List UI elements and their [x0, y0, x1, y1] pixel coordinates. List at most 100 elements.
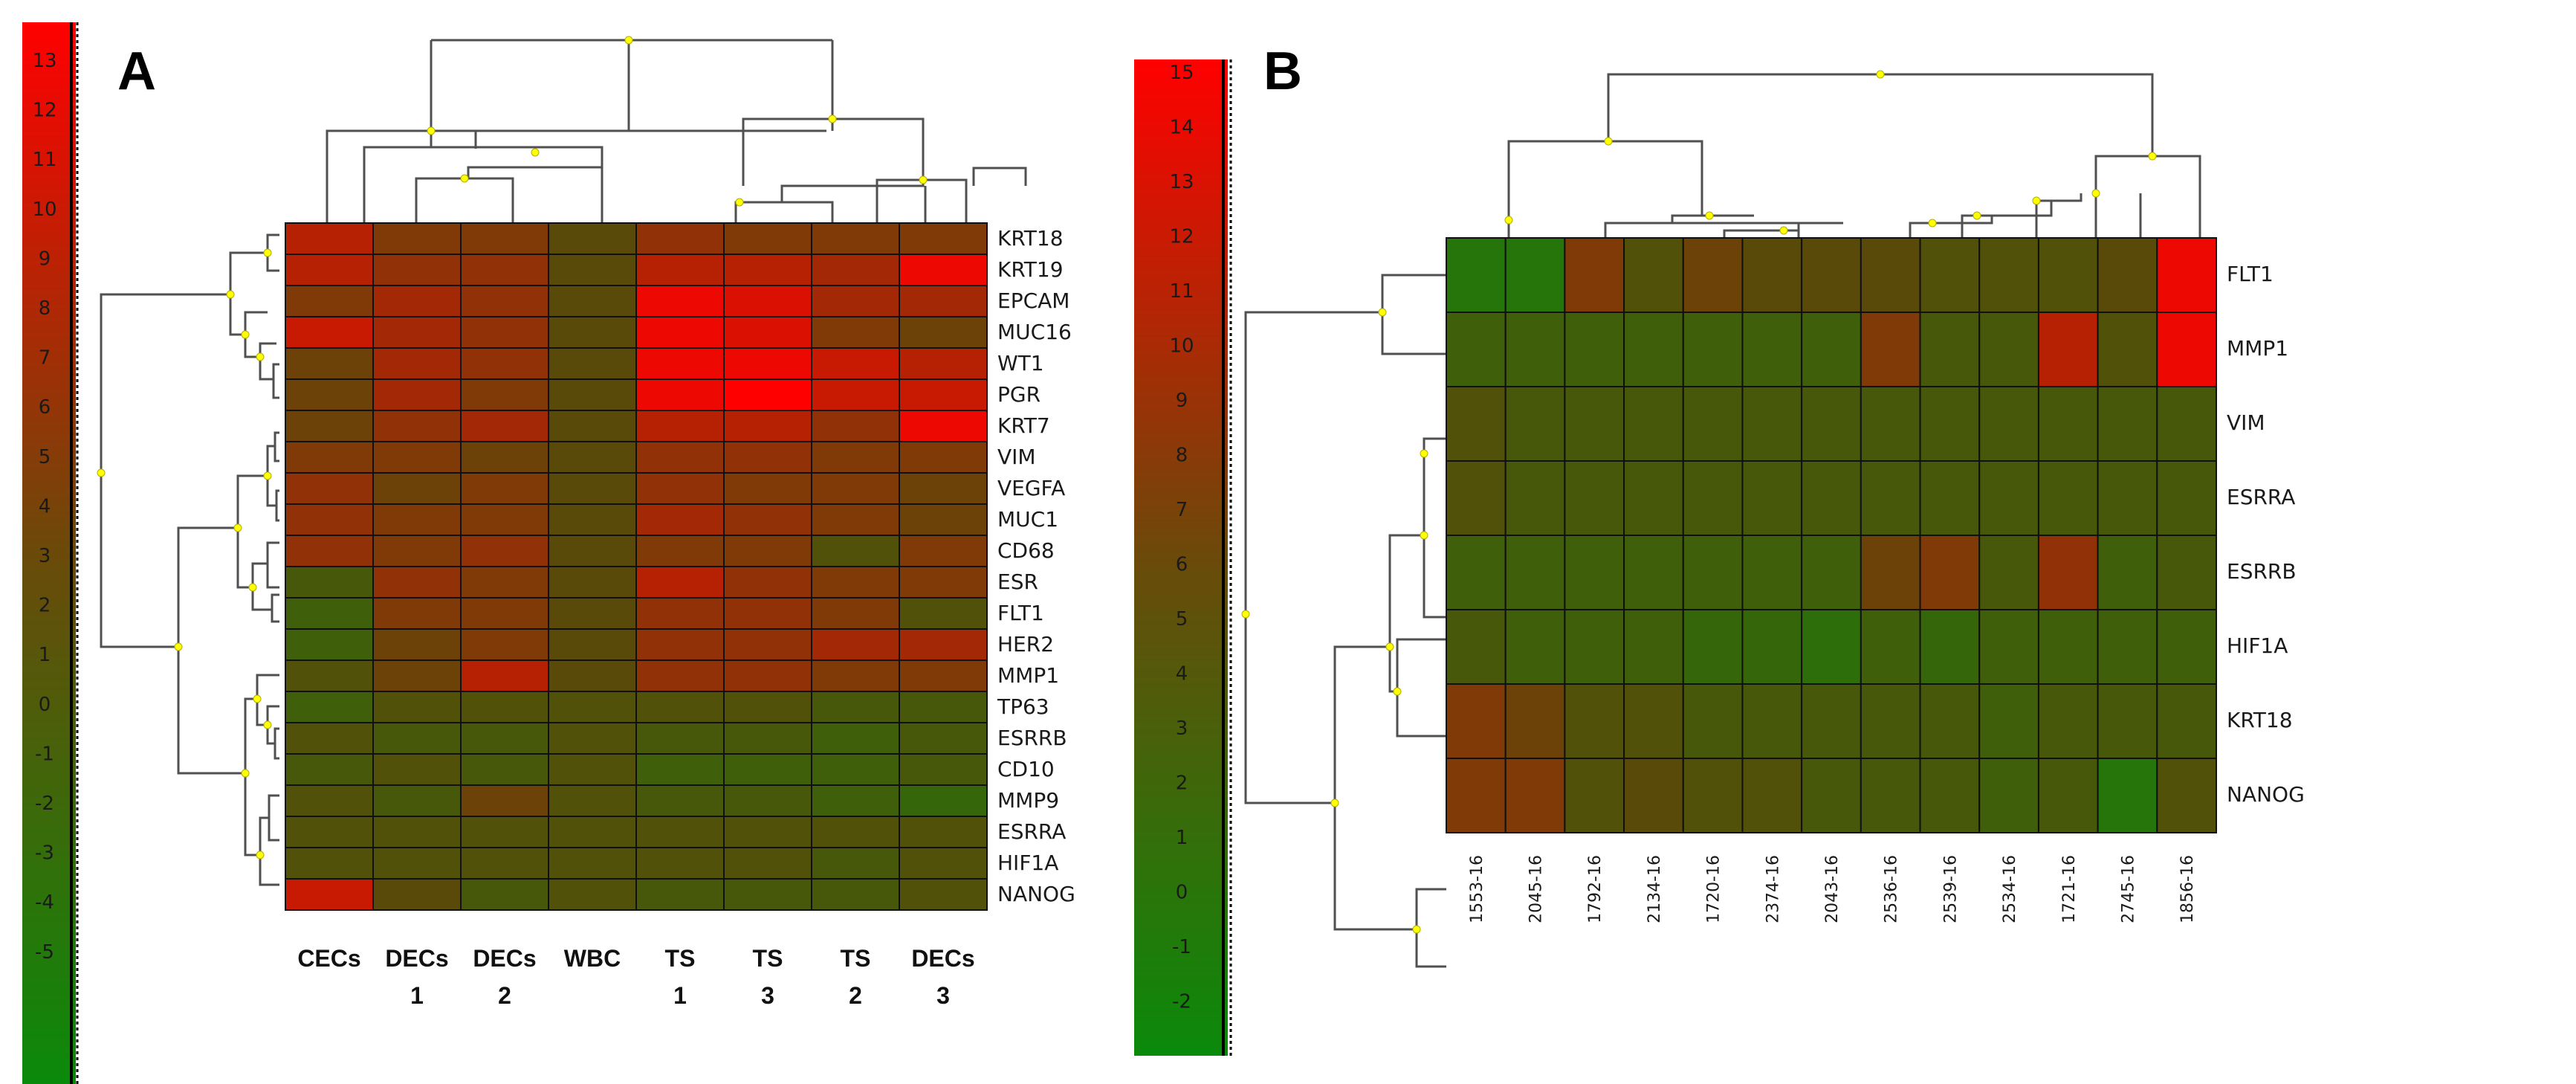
heatmap-cell-a	[899, 784, 988, 817]
heatmap-cell-b	[2156, 237, 2217, 313]
heatmap-cell-a	[723, 441, 812, 474]
heatmap-cell-a	[548, 628, 637, 661]
heatmap-cell-b	[1682, 758, 1744, 833]
scale-tick-b: 0	[1176, 882, 1188, 904]
column-labels-b: 1553-16 2045-16 1792-16 2134-16 1720-16 2374-…	[1468, 855, 2197, 923]
heatmap-cell-b	[1978, 535, 2039, 610]
heatmap-cell-a	[723, 285, 812, 317]
heatmap-cell-b	[2156, 535, 2217, 610]
heatmap-cell-a	[811, 566, 900, 599]
heatmap-cell-b	[1564, 758, 1625, 833]
heatmap-cell-b	[2037, 460, 2099, 536]
row-label-a: FLT1	[997, 601, 1044, 625]
heatmap-cell-a	[372, 535, 462, 567]
heatmap-cell-a	[548, 285, 637, 317]
scale-tick-b: 12	[1169, 226, 1194, 248]
panel-label-a: A	[117, 42, 156, 101]
heatmap-cell-a	[548, 784, 637, 817]
heatmap-cell-a	[460, 285, 549, 317]
row-label-b: KRT18	[2227, 708, 2293, 732]
heatmap-cell-a	[548, 659, 637, 692]
row-dendrogram-nodes-b	[1241, 308, 1428, 934]
column-label-a: TS	[841, 945, 871, 972]
scale-tick-a: 2	[39, 595, 51, 617]
heatmap-cell-b	[1978, 460, 2039, 536]
heatmap-cell-b	[1623, 386, 1684, 462]
heatmap-cell-b	[1504, 535, 1566, 610]
heatmap-cell-b	[2156, 386, 2217, 462]
heatmap-cell-a	[811, 222, 900, 255]
heatmap-cell-b	[1741, 683, 1803, 759]
scale-tick-b: 13	[1169, 171, 1194, 193]
heatmap-cell-a	[723, 222, 812, 255]
heatmap-cell-b	[1801, 312, 1862, 387]
scale-tick-b: 3	[1176, 717, 1188, 740]
heatmap-cell-b	[1801, 609, 1862, 685]
heatmap-cell-a	[460, 659, 549, 692]
column-label-a-sub: 2	[498, 982, 511, 1009]
heatmap-cell-b	[1919, 460, 1981, 536]
heatmap-cell-a	[372, 410, 462, 442]
heatmap-cell-b	[1741, 386, 1803, 462]
heatmap-cell-a	[899, 316, 988, 349]
heatmap-cell-a	[635, 441, 725, 474]
column-label-b: 2134-16	[1645, 855, 1664, 923]
heatmap-cell-a	[548, 410, 637, 442]
heatmap-cell-a	[285, 597, 374, 630]
heatmap-cell-a	[811, 441, 900, 474]
scale-tick-b: 11	[1169, 280, 1194, 303]
heatmap-cell-a	[460, 753, 549, 786]
heatmap-cell-b	[2037, 386, 2099, 462]
row-label-b: VIM	[2227, 410, 2265, 435]
heatmap-cell-b	[2097, 535, 2158, 610]
heatmap-cell-b	[2156, 460, 2217, 536]
heatmap-cell-a	[811, 347, 900, 380]
scale-tick-a: -5	[35, 941, 54, 964]
column-label-a: TS	[753, 945, 783, 972]
heatmap-cell-a	[723, 378, 812, 411]
row-label-b: MMP1	[2227, 336, 2288, 361]
heatmap-cell-a	[811, 254, 900, 286]
heatmap-cell-a	[811, 722, 900, 755]
heatmap-cell-a	[548, 441, 637, 474]
scale-tick-b: 2	[1176, 772, 1188, 795]
heatmap-cell-a	[285, 254, 374, 286]
heatmap-cell-a	[460, 628, 549, 661]
heatmap-cell-a	[460, 878, 549, 911]
scale-tick-b: 6	[1176, 554, 1188, 576]
heatmap-cells-b	[1446, 237, 2217, 833]
heatmap-cell-b	[1504, 758, 1566, 833]
scale-tick-a: 5	[39, 446, 51, 468]
column-label-a: TS	[665, 945, 696, 972]
heatmap-cell-a	[899, 410, 988, 442]
heatmap-cell-b	[1446, 386, 1507, 462]
heatmap-cell-b	[2097, 312, 2158, 387]
heatmap-cell-a	[899, 285, 988, 317]
heatmap-cell-b	[1564, 460, 1625, 536]
heatmap-cell-a	[285, 722, 374, 755]
heatmap-cell-b	[1446, 460, 1507, 536]
heatmap-cell-a	[899, 753, 988, 786]
heatmap-cell-a	[285, 816, 374, 848]
heatmap-cell-a	[372, 472, 462, 505]
column-label-b: 2539-16	[1941, 855, 1960, 923]
heatmap-cell-a	[723, 503, 812, 536]
heatmap-cell-b	[1446, 758, 1507, 833]
heatmap-cell-b	[2097, 460, 2158, 536]
row-label-a: KRT18	[997, 226, 1064, 251]
scale-tick-a: 13	[32, 50, 56, 72]
heatmap-cell-a	[548, 597, 637, 630]
heatmap-cell-a	[635, 753, 725, 786]
heatmap-cell-a	[635, 659, 725, 692]
row-label-a: ESR	[997, 570, 1038, 594]
heatmap-cell-a	[635, 347, 725, 380]
heatmap-cell-b	[1978, 237, 2039, 313]
heatmap-cell-a	[372, 347, 462, 380]
row-dendrogram-b	[1244, 274, 1446, 968]
column-label-b: 2536-16	[1883, 855, 1901, 923]
scale-tick-b: -1	[1172, 936, 1191, 958]
heatmap-cell-b	[1978, 386, 2039, 462]
heatmap-cell-a	[899, 347, 988, 380]
heatmap-cell-a	[723, 753, 812, 786]
